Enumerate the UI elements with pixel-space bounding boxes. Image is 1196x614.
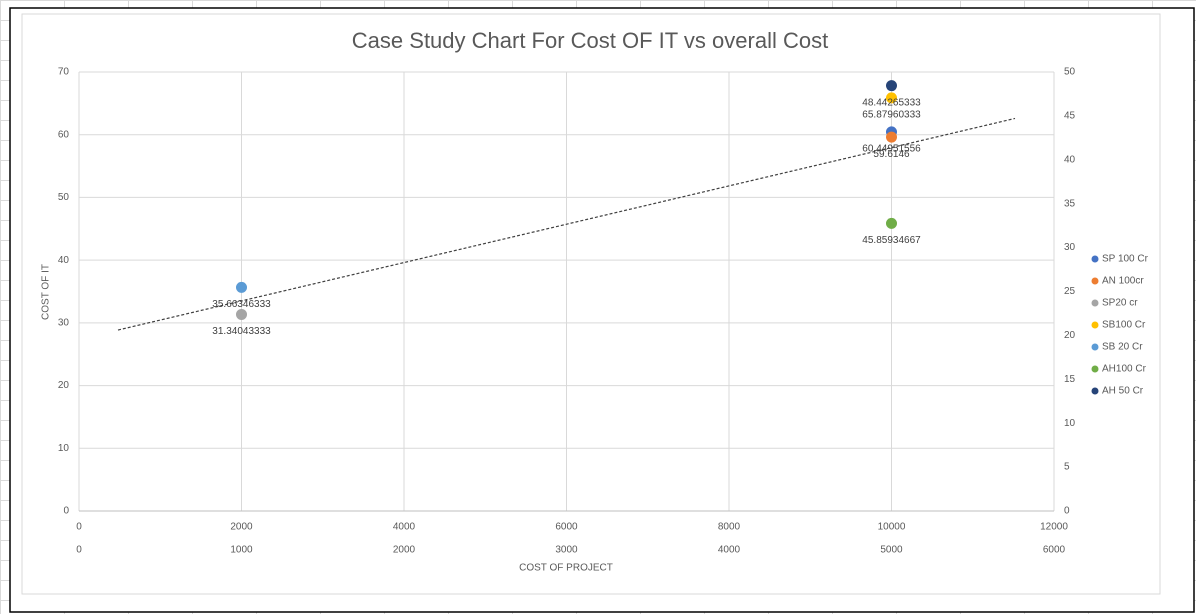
x2-tick-label: 2000: [393, 545, 416, 556]
chart-area: [21, 13, 1161, 595]
y2-tick-label: 35: [1064, 198, 1076, 209]
legend-label: SB100 Cr: [1102, 320, 1146, 331]
legend-marker: [1091, 321, 1099, 329]
legend-label: AN 100cr: [1102, 276, 1144, 287]
y-tick-label: 60: [58, 129, 70, 140]
x-tick-label: 0: [76, 522, 82, 533]
legend-marker: [1091, 365, 1099, 373]
legend-marker: [1091, 277, 1099, 285]
y-tick-label: 10: [58, 443, 70, 454]
y2-tick-label: 10: [1064, 418, 1076, 429]
legend-label: SP 100 Cr: [1102, 254, 1149, 265]
data-label: 59.6146: [873, 149, 910, 160]
x-tick-label: 6000: [555, 522, 578, 533]
legend-label: AH 50 Cr: [1102, 386, 1144, 397]
chart-title: Case Study Chart For Cost OF IT vs overa…: [352, 28, 828, 53]
data-label: 31.34043333: [212, 326, 271, 337]
data-label: 35.66346333: [212, 299, 271, 310]
y-tick-label: 20: [58, 380, 70, 391]
data-label: 45.85934667: [862, 235, 921, 246]
x2-tick-label: 6000: [1043, 545, 1066, 556]
y2-tick-label: 15: [1064, 374, 1076, 385]
y2-tick-label: 30: [1064, 242, 1076, 253]
point: [886, 80, 897, 92]
y-tick-label: 70: [58, 67, 70, 78]
x2-tick-label: 3000: [555, 545, 578, 556]
y-tick-label: 40: [58, 255, 70, 266]
legend-marker: [1091, 255, 1099, 263]
x2-tick-label: 0: [76, 545, 82, 556]
legend-label: SP20 cr: [1102, 298, 1138, 309]
y2-tick-label: 20: [1064, 330, 1076, 341]
x-tick-label: 12000: [1040, 522, 1068, 533]
point: [886, 131, 897, 143]
point: [886, 92, 897, 104]
legend-marker: [1091, 387, 1099, 395]
y-axis-label: COST OF IT: [41, 264, 52, 320]
x2-tick-label: 1000: [230, 545, 253, 556]
trendline: [117, 117, 1016, 331]
point: [886, 217, 897, 229]
y2-tick-label: 0: [1064, 506, 1070, 517]
data-label: 65.87960333: [862, 109, 921, 120]
y2-tick-label: 50: [1064, 67, 1076, 78]
data-label: 48.44265333: [862, 97, 921, 108]
x2-tick-label: 4000: [718, 545, 741, 556]
legend-marker: [1091, 299, 1099, 307]
x-tick-label: 2000: [230, 522, 253, 533]
y2-tick-label: 45: [1064, 111, 1076, 122]
y-tick-label: 30: [58, 317, 70, 328]
x-axis-label: COST OF PROJECT: [519, 563, 613, 574]
point: [236, 281, 247, 293]
legend-marker: [1091, 343, 1099, 351]
legend-label: SB 20 Cr: [1102, 342, 1143, 353]
x-tick-label: 10000: [878, 522, 906, 533]
y2-tick-label: 25: [1064, 286, 1076, 297]
y-tick-label: 0: [63, 506, 69, 517]
x-tick-label: 8000: [718, 522, 741, 533]
y2-tick-label: 40: [1064, 154, 1076, 165]
x-tick-label: 4000: [393, 522, 416, 533]
legend-label: AH100 Cr: [1102, 364, 1147, 375]
y-tick-label: 50: [58, 192, 70, 203]
point: [236, 308, 247, 320]
data-label: 60.44951556: [862, 144, 921, 155]
y2-tick-label: 5: [1064, 462, 1070, 473]
x2-tick-label: 5000: [880, 545, 903, 556]
